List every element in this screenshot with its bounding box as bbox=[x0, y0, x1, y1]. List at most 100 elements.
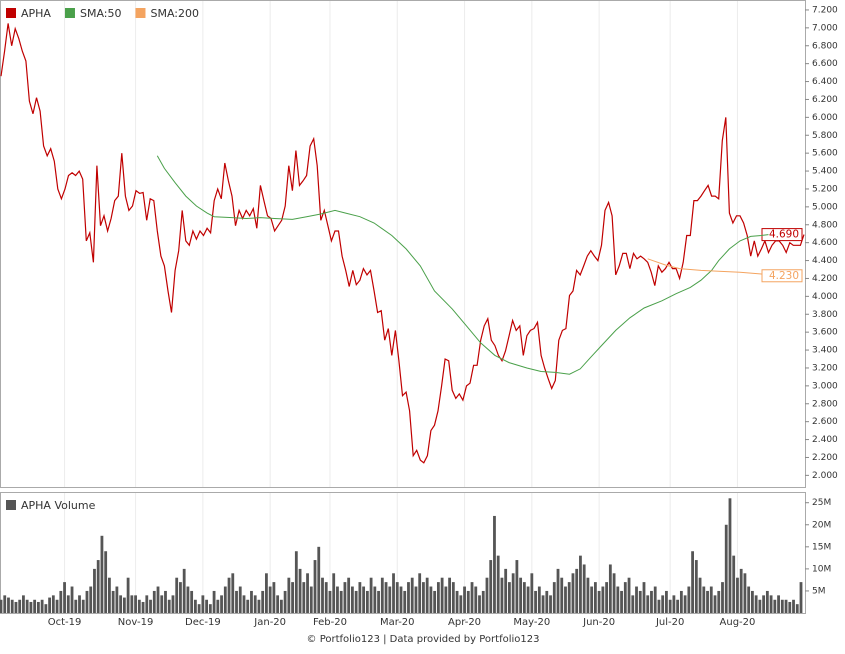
volume-bar bbox=[792, 599, 795, 613]
volume-bar bbox=[384, 582, 388, 613]
volume-bar bbox=[698, 577, 702, 613]
volume-bar bbox=[317, 546, 321, 613]
volume-bar bbox=[276, 595, 280, 613]
y-tick-label: 3.000 bbox=[812, 381, 838, 391]
volume-bar bbox=[298, 568, 302, 613]
volume-bar bbox=[294, 551, 298, 613]
volume-bar bbox=[616, 586, 620, 613]
volume-bar bbox=[25, 599, 29, 613]
volume-bar bbox=[623, 582, 627, 613]
volume-bar bbox=[534, 590, 537, 613]
volume-bar bbox=[597, 590, 601, 613]
volume-bar bbox=[410, 577, 414, 613]
y-tick-label: 10M bbox=[812, 564, 831, 574]
volume-bar bbox=[48, 597, 51, 613]
volume-bar bbox=[283, 590, 287, 613]
volume-bar bbox=[571, 573, 575, 613]
volume-bar bbox=[459, 595, 463, 613]
volume-bar bbox=[436, 582, 440, 613]
volume-bar bbox=[788, 601, 792, 613]
volume-bar bbox=[343, 582, 347, 613]
volume-bar bbox=[702, 586, 706, 613]
volume-bar bbox=[321, 577, 324, 613]
volume-bar bbox=[231, 573, 235, 613]
y-tick-label: 4.400 bbox=[812, 256, 838, 266]
volume-bar bbox=[758, 599, 762, 613]
volume-bar bbox=[463, 586, 466, 613]
x-tick-label: Jul-20 bbox=[655, 617, 684, 628]
volume-bar bbox=[556, 568, 560, 613]
x-tick-label: Aug-20 bbox=[720, 617, 756, 628]
volume-bar bbox=[709, 586, 713, 613]
volume-bar bbox=[201, 595, 205, 613]
volume-bar bbox=[612, 573, 616, 613]
y-tick-label: 25M bbox=[812, 498, 831, 508]
volume-bar bbox=[395, 582, 399, 613]
volume-bar bbox=[679, 590, 683, 613]
volume-bar bbox=[108, 577, 111, 613]
volume-bar bbox=[650, 590, 653, 613]
volume-bar bbox=[732, 555, 736, 613]
volume-bar bbox=[3, 595, 7, 613]
volume-bar bbox=[354, 590, 358, 613]
volume-bar bbox=[193, 599, 197, 613]
volume-bar bbox=[455, 590, 459, 613]
volume-bar bbox=[0, 599, 3, 613]
x-tick-label: Feb-20 bbox=[313, 617, 347, 628]
volume-bar bbox=[279, 599, 283, 613]
volume-bar bbox=[496, 555, 500, 613]
volume-bar bbox=[627, 577, 631, 613]
volume-bar bbox=[171, 595, 175, 613]
volume-bar bbox=[74, 599, 78, 613]
volume-bar bbox=[762, 595, 766, 613]
volume-bar bbox=[336, 586, 339, 613]
volume-bar bbox=[111, 590, 115, 613]
volume-bar bbox=[324, 582, 328, 613]
y-tick-label: 2.400 bbox=[812, 435, 838, 445]
volume-bar bbox=[414, 586, 418, 613]
x-tick-label: Apr-20 bbox=[448, 617, 481, 628]
series-line bbox=[647, 258, 769, 277]
legend-label: APHA bbox=[21, 7, 51, 20]
volume-bar bbox=[795, 604, 799, 613]
volume-bar bbox=[403, 590, 407, 613]
volume-bar bbox=[433, 590, 437, 613]
volume-bar bbox=[706, 590, 709, 613]
volume-bar bbox=[18, 599, 22, 613]
volume-bar bbox=[683, 595, 687, 613]
volume-bar bbox=[665, 590, 668, 613]
legend-label: SMA:50 bbox=[80, 7, 122, 20]
volume-bar bbox=[392, 573, 395, 613]
volume-bar bbox=[694, 560, 698, 613]
volume-bar bbox=[365, 590, 369, 613]
y-tick-label: 4.800 bbox=[812, 220, 838, 230]
y-tick-label: 3.200 bbox=[812, 363, 838, 373]
volume-bar bbox=[14, 601, 18, 613]
y-tick-label: 7.200 bbox=[812, 5, 838, 15]
volume-bar bbox=[134, 595, 137, 613]
volume-bar bbox=[122, 597, 126, 613]
volume-bar bbox=[739, 568, 743, 613]
volume-bar bbox=[721, 582, 724, 613]
volume-bar bbox=[601, 586, 605, 613]
volume-bar bbox=[451, 582, 455, 613]
volume-bar bbox=[238, 586, 242, 613]
volume-bar bbox=[425, 577, 429, 613]
volume-bar bbox=[242, 595, 246, 613]
volume-bar bbox=[313, 560, 317, 613]
legend-swatch bbox=[64, 8, 75, 18]
y-tick-label: 4.600 bbox=[812, 238, 838, 248]
y-tick-label: 2.800 bbox=[812, 399, 838, 409]
volume-bar bbox=[478, 595, 481, 613]
volume-bar bbox=[743, 573, 747, 613]
legend-swatch bbox=[6, 500, 16, 510]
y-tick-label: 3.400 bbox=[812, 346, 838, 356]
legend-label: APHA Volume bbox=[21, 499, 96, 512]
volume-bar bbox=[268, 586, 272, 613]
volume-bar bbox=[586, 577, 590, 613]
y-tick-label: 6.600 bbox=[812, 59, 838, 69]
volume-bar bbox=[620, 590, 623, 613]
volume-bar bbox=[309, 586, 313, 613]
volume-bar bbox=[152, 590, 156, 613]
